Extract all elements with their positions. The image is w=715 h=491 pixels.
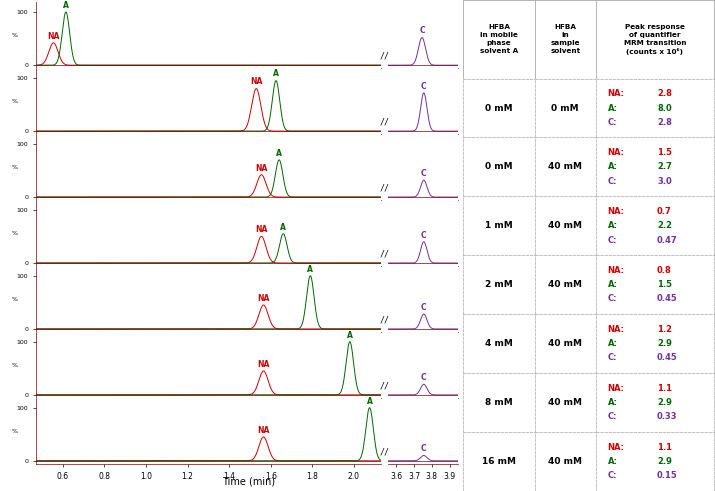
Text: 0.8: 0.8 [657, 266, 672, 275]
Text: A: A [307, 265, 313, 273]
Text: NA:: NA: [608, 266, 625, 275]
Text: HFBA
in mobile
phase
solvent A: HFBA in mobile phase solvent A [480, 24, 518, 55]
Text: C: C [419, 27, 425, 35]
Y-axis label: %: % [12, 362, 18, 368]
Text: HFBA
in
sample
solvent: HFBA in sample solvent [551, 24, 581, 55]
Text: //: // [380, 381, 390, 390]
Text: C: C [421, 169, 427, 178]
Text: NA: NA [47, 32, 59, 41]
Text: //: // [380, 117, 390, 126]
Text: NA:: NA: [608, 89, 625, 98]
Text: A:: A: [608, 221, 618, 230]
Y-axis label: %: % [12, 297, 18, 301]
Text: 1.2: 1.2 [657, 325, 672, 334]
Text: 2.9: 2.9 [657, 398, 672, 407]
Text: C: C [421, 82, 427, 91]
Y-axis label: %: % [12, 165, 18, 170]
Text: 0 mM: 0 mM [551, 104, 579, 112]
Text: 40 mM: 40 mM [548, 457, 582, 466]
Text: C: C [421, 373, 427, 382]
Text: A: A [280, 222, 286, 232]
Text: A: A [63, 1, 69, 10]
Text: Time (min): Time (min) [222, 476, 275, 486]
Text: 40 mM: 40 mM [548, 221, 582, 230]
Text: 8 mM: 8 mM [485, 398, 513, 407]
Text: NA:: NA: [608, 148, 625, 157]
Text: A: A [347, 330, 352, 340]
Text: Peak response
of quantifier
MRM transition
(counts x 10⁶): Peak response of quantifier MRM transiti… [623, 24, 686, 55]
Y-axis label: %: % [12, 99, 18, 104]
Text: NA: NA [255, 225, 267, 234]
Text: //: // [380, 183, 390, 192]
Text: C:: C: [608, 295, 617, 303]
Text: 3.0: 3.0 [657, 177, 672, 186]
Y-axis label: %: % [12, 231, 18, 236]
Text: //: // [380, 52, 390, 60]
Text: 1 mM: 1 mM [485, 221, 513, 230]
Text: C:: C: [608, 412, 617, 421]
Text: //: // [380, 447, 390, 456]
Text: 2.9: 2.9 [657, 339, 672, 348]
Text: C: C [421, 231, 427, 240]
Text: C:: C: [608, 354, 617, 362]
Text: 1.1: 1.1 [657, 443, 672, 452]
Text: 0.7: 0.7 [657, 207, 672, 216]
Text: 1.5: 1.5 [657, 280, 672, 289]
Text: 0.33: 0.33 [657, 412, 678, 421]
Y-axis label: %: % [12, 33, 18, 38]
Text: A:: A: [608, 457, 618, 466]
Text: NA:: NA: [608, 443, 625, 452]
Text: NA: NA [257, 360, 270, 369]
Text: NA: NA [255, 164, 267, 173]
Text: NA:: NA: [608, 207, 625, 216]
Text: NA: NA [257, 426, 270, 435]
Text: 40 mM: 40 mM [548, 163, 582, 171]
Text: A: A [367, 397, 373, 406]
Text: 40 mM: 40 mM [548, 280, 582, 289]
Text: 16 mM: 16 mM [482, 457, 516, 466]
Text: NA:: NA: [608, 384, 625, 393]
Text: 0.47: 0.47 [657, 236, 678, 245]
Text: 2.2: 2.2 [657, 221, 672, 230]
Text: 2.8: 2.8 [657, 118, 672, 127]
Text: 40 mM: 40 mM [548, 398, 582, 407]
Text: 0 mM: 0 mM [485, 163, 513, 171]
Text: NA:: NA: [608, 325, 625, 334]
Text: NA: NA [250, 78, 262, 86]
Text: 0.45: 0.45 [657, 354, 678, 362]
Text: 4 mM: 4 mM [485, 339, 513, 348]
Text: 0.15: 0.15 [657, 471, 678, 480]
Text: 40 mM: 40 mM [548, 339, 582, 348]
Text: C: C [421, 444, 427, 453]
Text: NA: NA [257, 294, 270, 303]
Y-axis label: %: % [12, 429, 18, 434]
Text: A:: A: [608, 104, 618, 112]
Text: A:: A: [608, 163, 618, 171]
Text: C:: C: [608, 236, 617, 245]
Text: 1.1: 1.1 [657, 384, 672, 393]
Text: 0 mM: 0 mM [485, 104, 513, 112]
Text: 2.9: 2.9 [657, 457, 672, 466]
Text: //: // [380, 315, 390, 324]
Text: 2.7: 2.7 [657, 163, 672, 171]
Text: C:: C: [608, 471, 617, 480]
Text: C: C [421, 303, 427, 312]
Text: A:: A: [608, 280, 618, 289]
Text: A: A [273, 70, 279, 79]
Text: A: A [276, 149, 282, 158]
Text: 1.5: 1.5 [657, 148, 672, 157]
Text: A:: A: [608, 339, 618, 348]
Text: C:: C: [608, 118, 617, 127]
Text: //: // [380, 249, 390, 258]
Text: C:: C: [608, 177, 617, 186]
Text: A:: A: [608, 398, 618, 407]
Text: 2.8: 2.8 [657, 89, 672, 98]
Text: 8.0: 8.0 [657, 104, 672, 112]
Text: 0.45: 0.45 [657, 295, 678, 303]
Text: 2 mM: 2 mM [485, 280, 513, 289]
